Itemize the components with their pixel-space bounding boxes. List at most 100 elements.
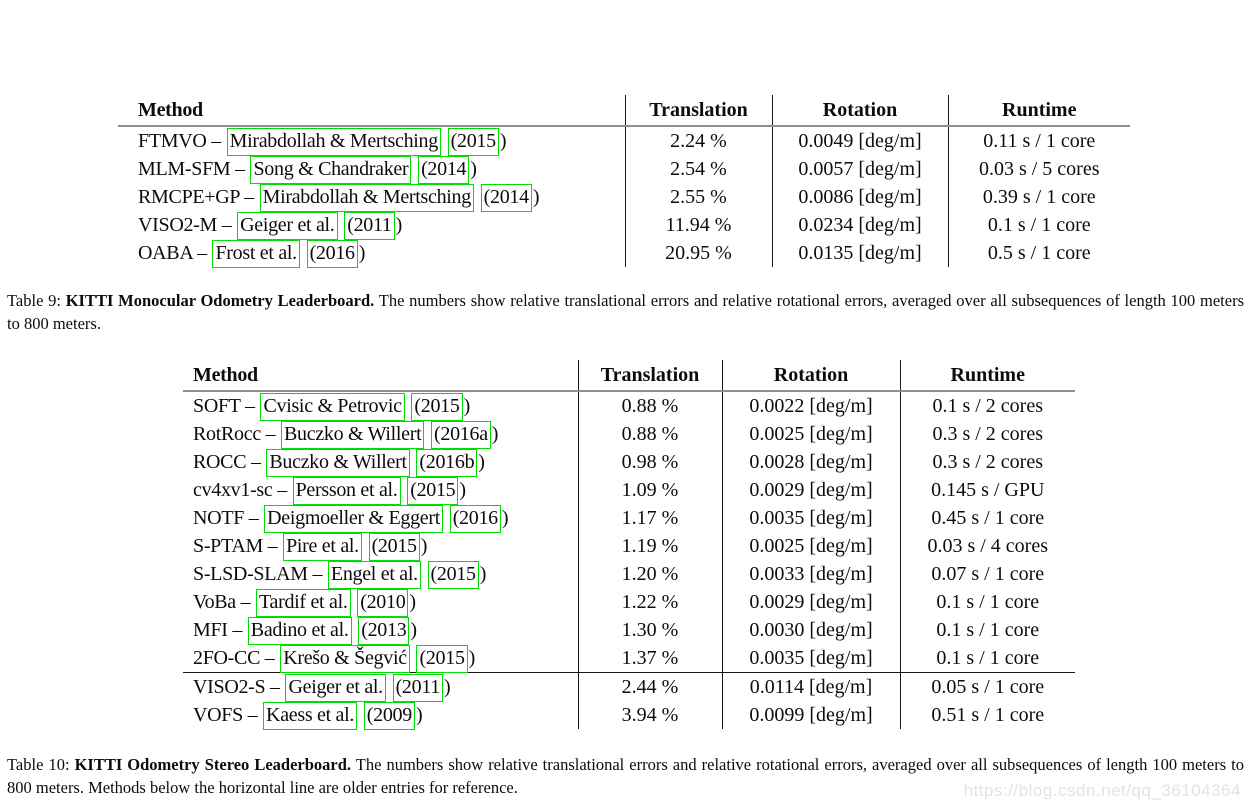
close-paren: )	[478, 451, 485, 473]
method-name-prefix: OABA –	[138, 242, 212, 264]
rotation-cell: 0.0025 [deg/m]	[721, 532, 900, 560]
author-citation-link[interactable]: Pire et al.	[283, 533, 362, 561]
author-citation-link[interactable]: Buczko & Willert	[281, 421, 425, 449]
runtime-cell: 0.3 s / 2 cores	[899, 448, 1075, 476]
year-citation-link[interactable]: (2015	[427, 561, 479, 589]
rotation-cell: 0.0135 [deg/m]	[771, 239, 948, 267]
year-citation-link[interactable]: (2015	[416, 645, 468, 673]
rotation-cell: 0.0035 [deg/m]	[721, 644, 900, 673]
table-row: RMCPE+GP – Mirabdollah & Mertsching (201…	[118, 183, 1130, 212]
rotation-cell: 0.0114 [deg/m]	[721, 672, 900, 701]
method-name-prefix: cv4xv1-sc –	[193, 479, 292, 501]
translation-cell: 2.44 %	[577, 672, 722, 701]
translation-cell: 3.94 %	[577, 701, 722, 729]
runtime-cell: 0.1 s / 1 core	[899, 616, 1075, 644]
method-name-prefix: MLM-SFM –	[138, 158, 250, 180]
method-cell: cv4xv1-sc – Persson et al. (2015)	[183, 476, 578, 505]
close-paren: )	[532, 186, 540, 208]
header-row: Method Translation Rotation Runtime	[118, 95, 1130, 127]
author-citation-link[interactable]: Badino et al.	[247, 617, 352, 645]
translation-cell: 1.37 %	[577, 644, 722, 673]
runtime-cell: 0.1 s / 1 core	[899, 644, 1075, 673]
author-citation-link[interactable]: Mirabdollah & Mertsching	[259, 184, 474, 212]
rotation-cell: 0.0030 [deg/m]	[721, 616, 900, 644]
table-row: NOTF – Deigmoeller & Eggert (2016) 1.17 …	[183, 504, 1075, 533]
rotation-cell: 0.0035 [deg/m]	[721, 504, 900, 532]
author-citation-link[interactable]: Buczko & Willert	[266, 449, 410, 477]
author-citation-link[interactable]: Engel et al.	[327, 561, 421, 589]
method-cell: S-PTAM – Pire et al. (2015)	[183, 532, 578, 561]
author-citation-link[interactable]: Persson et al.	[292, 477, 401, 505]
close-paren: )	[358, 242, 366, 264]
close-paren: )	[409, 591, 416, 613]
runtime-cell: 0.11 s / 1 core	[947, 126, 1130, 155]
year-citation-link[interactable]: (2014	[418, 156, 470, 184]
author-citation-link[interactable]: Frost et al.	[212, 240, 300, 268]
translation-cell: 2.54 %	[624, 155, 772, 183]
year-citation-link[interactable]: (2016a	[431, 421, 491, 449]
year-citation-link[interactable]: (2013	[358, 617, 410, 645]
table-row: S-PTAM – Pire et al. (2015) 1.19 % 0.002…	[183, 532, 1075, 561]
close-paren: )	[501, 507, 509, 529]
translation-cell: 1.20 %	[577, 560, 722, 588]
runtime-cell: 0.1 s / 1 core	[947, 211, 1130, 239]
year-citation-link[interactable]: (2015	[407, 477, 459, 505]
year-citation-link[interactable]: (2009	[363, 702, 415, 730]
monocular-odometry-table: Method Translation Rotation Runtime FTMV…	[118, 95, 1130, 268]
year-citation-link[interactable]: (2016	[306, 240, 358, 268]
rotation-cell: 0.0022 [deg/m]	[721, 391, 900, 420]
year-citation-link[interactable]: (2014	[480, 184, 532, 212]
year-citation-link[interactable]: (2015	[368, 533, 420, 561]
stereo-odometry-table: Method Translation Rotation Runtime SOFT…	[183, 360, 1075, 730]
table-row: VOFS – Kaess et al. (2009) 3.94 % 0.0099…	[183, 701, 1075, 730]
table-row: S-LSD-SLAM – Engel et al. (2015) 1.20 % …	[183, 560, 1075, 589]
runtime-cell: 0.03 s / 4 cores	[899, 532, 1075, 560]
year-citation-link[interactable]: (2016	[449, 505, 501, 533]
close-paren: )	[479, 563, 487, 585]
author-citation-link[interactable]: Song & Chandraker	[250, 156, 412, 184]
author-citation-link[interactable]: Geiger et al.	[285, 674, 386, 702]
table-row: VISO2-M – Geiger et al. (2011) 11.94 % 0…	[118, 211, 1130, 240]
year-citation-link[interactable]: (2015	[447, 128, 499, 156]
runtime-cell: 0.07 s / 1 core	[899, 560, 1075, 588]
runtime-cell: 0.1 s / 2 cores	[899, 391, 1075, 420]
translation-cell: 1.17 %	[577, 504, 722, 532]
author-citation-link[interactable]: Geiger et al.	[237, 212, 338, 240]
col-header-method: Method	[183, 360, 578, 392]
table-row: MFI – Badino et al. (2013) 1.30 % 0.0030…	[183, 616, 1075, 645]
year-citation-link[interactable]: (2016b	[416, 449, 478, 477]
author-citation-link[interactable]: Cvisic & Petrovic	[260, 393, 405, 421]
method-name-prefix: FTMVO –	[138, 130, 226, 152]
close-paren: )	[395, 214, 403, 236]
method-cell: S-LSD-SLAM – Engel et al. (2015)	[183, 560, 578, 589]
author-citation-link[interactable]: Krešo & Šegvić	[280, 645, 410, 673]
runtime-cell: 0.05 s / 1 core	[899, 672, 1075, 701]
year-citation-link[interactable]: (2015	[411, 393, 463, 421]
year-citation-link[interactable]: (2011	[344, 212, 395, 240]
author-citation-link[interactable]: Deigmoeller & Eggert	[264, 505, 443, 533]
table9-caption: Table 9: KITTI Monocular Odometry Leader…	[7, 289, 1244, 335]
translation-cell: 1.09 %	[577, 476, 722, 504]
translation-cell: 11.94 %	[624, 211, 772, 239]
translation-cell: 1.19 %	[577, 532, 722, 560]
author-citation-link[interactable]: Kaess et al.	[263, 702, 358, 730]
close-paren: )	[410, 619, 417, 641]
rotation-cell: 0.0049 [deg/m]	[771, 126, 948, 155]
year-citation-link[interactable]: (2011	[392, 674, 443, 702]
method-cell: RotRocc – Buczko & Willert (2016a)	[183, 420, 578, 449]
method-name-prefix: S-LSD-SLAM –	[193, 563, 327, 585]
translation-cell: 2.55 %	[624, 183, 772, 211]
caption-text: The numbers show relative translational …	[7, 291, 1244, 333]
method-name-prefix: RMCPE+GP –	[138, 186, 259, 208]
method-name-prefix: ROCC –	[193, 451, 266, 473]
runtime-cell: 0.03 s / 5 cores	[947, 155, 1130, 183]
author-citation-link[interactable]: Mirabdollah & Mertsching	[226, 128, 441, 156]
runtime-cell: 0.51 s / 1 core	[899, 701, 1075, 729]
rotation-cell: 0.0234 [deg/m]	[771, 211, 948, 239]
translation-cell: 0.88 %	[577, 420, 722, 448]
runtime-cell: 0.145 s / GPU	[899, 476, 1075, 504]
translation-cell: 0.98 %	[577, 448, 722, 476]
table-row: FTMVO – Mirabdollah & Mertsching (2015) …	[118, 126, 1130, 156]
year-citation-link[interactable]: (2010	[357, 589, 409, 617]
author-citation-link[interactable]: Tardif et al.	[255, 589, 351, 617]
